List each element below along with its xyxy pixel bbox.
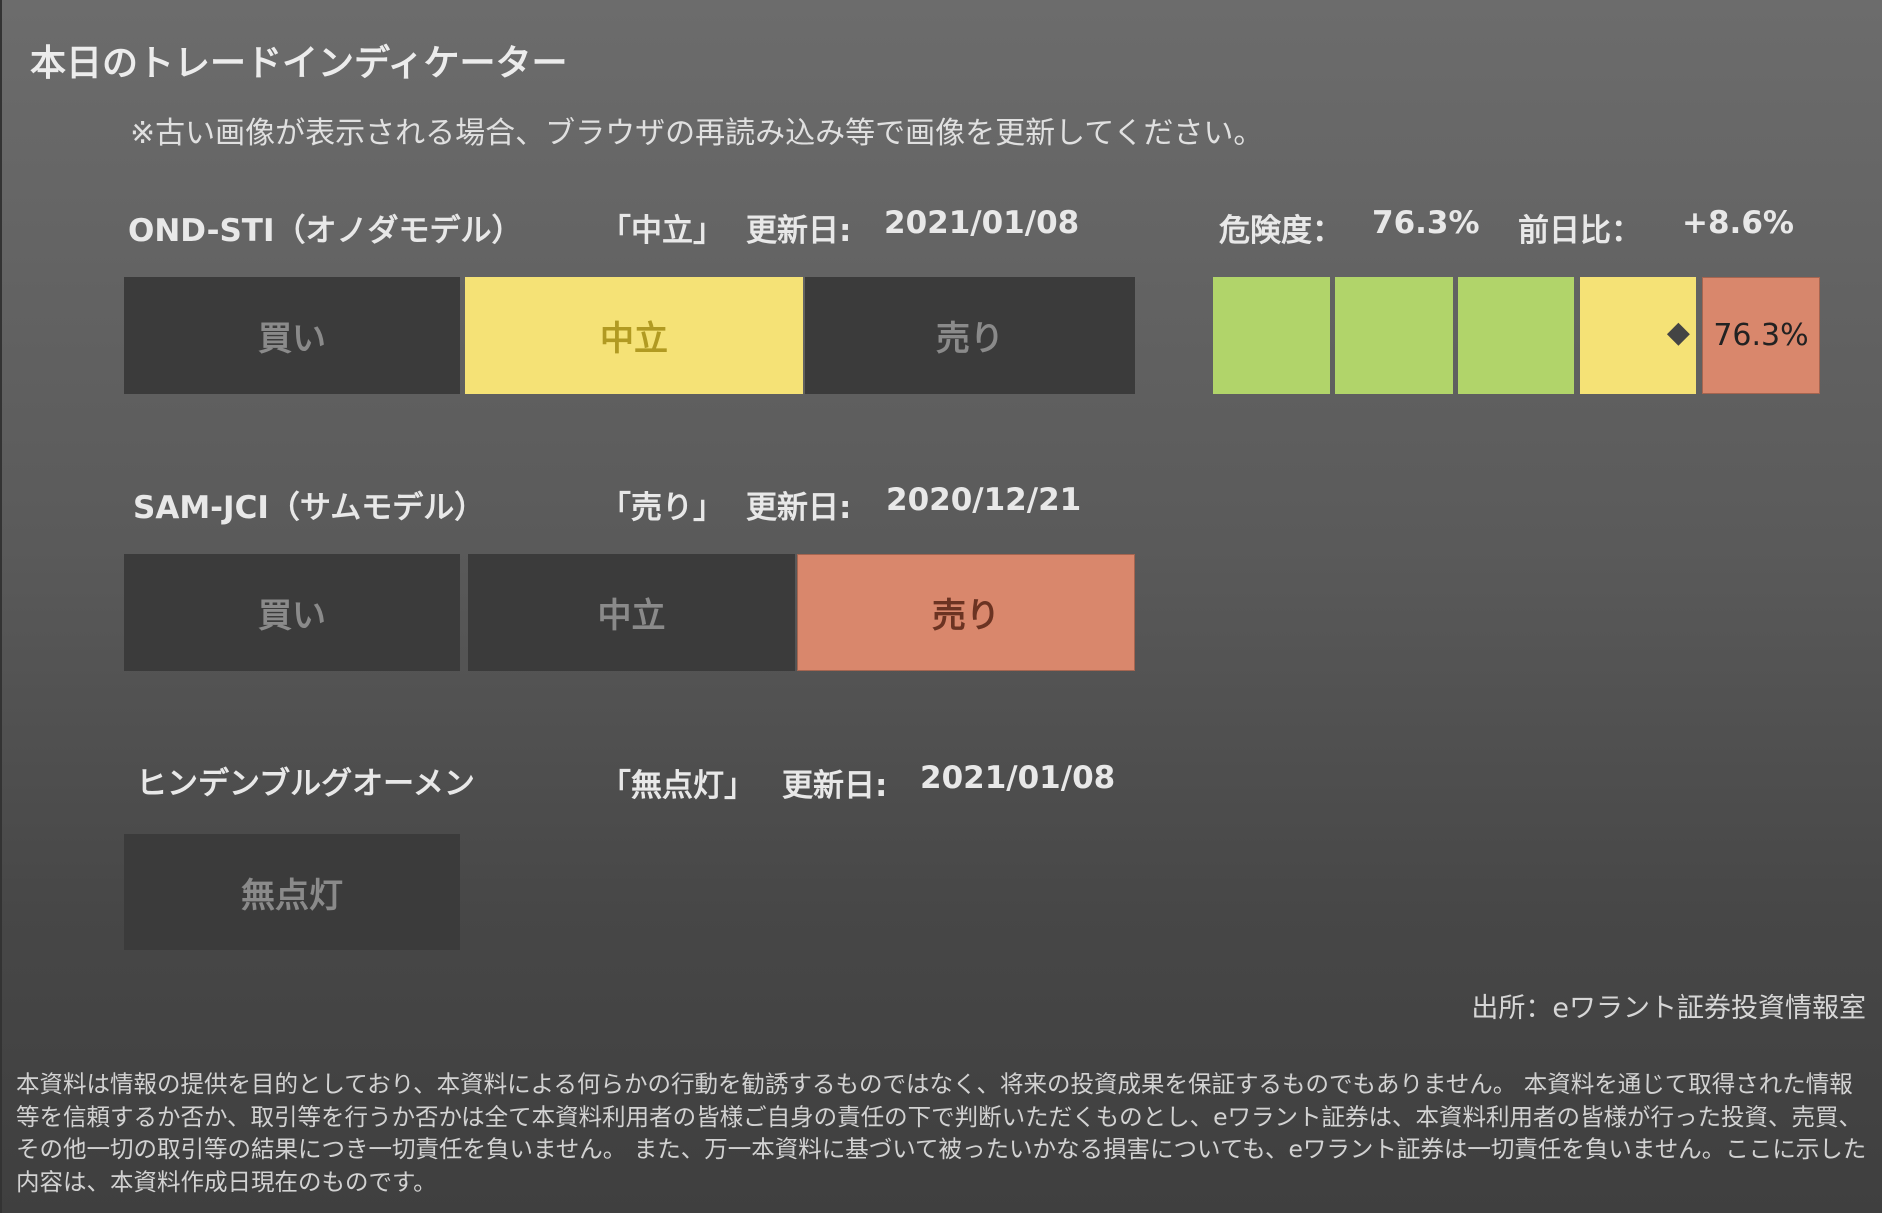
hindenburg-name: ヒンデンブルグオーメン (136, 766, 475, 802)
ond-updated-date: 2021/01/08 (884, 205, 1080, 241)
sam-segment-buy: 買い (124, 554, 460, 671)
change-label: 前日比： (1518, 213, 1642, 249)
risk-level-4: ◆ (1580, 277, 1696, 394)
sam-segment-neutral: 中立 (468, 554, 795, 671)
risk-value: 76.3% (1372, 205, 1480, 241)
refresh-note: ※古い画像が表示される場合、ブラウザの再読み込み等で画像を更新してください。 (130, 116, 1264, 151)
risk-level-1 (1213, 277, 1330, 394)
risk-level-3 (1458, 277, 1574, 394)
risk-level-5: 76.3% (1702, 277, 1820, 394)
ond-segment-neutral-active: 中立 (465, 277, 803, 394)
sam-updated-label: 更新日: (746, 490, 852, 526)
risk-gauge-label: 76.3% (1713, 318, 1809, 353)
sam-updated-date: 2020/12/21 (886, 482, 1082, 518)
diamond-icon: ◆ (1666, 315, 1690, 350)
hindenburg-segment-off: 無点灯 (124, 834, 460, 950)
hindenburg-signal: 「無点灯」 (600, 768, 755, 804)
source-credit: 出所：eワラント証券投資情報室 (1471, 993, 1866, 1024)
disclaimer: 本資料は情報の提供を目的としており、本資料による何らかの行動を勧誘するものではな… (16, 1070, 1867, 1196)
ond-segment-buy: 買い (124, 277, 460, 394)
sam-signal: 「売り」 (600, 490, 724, 526)
ond-updated-label: 更新日: (746, 213, 852, 249)
page-title: 本日のトレードインディケーター (30, 43, 568, 84)
hindenburg-updated-date: 2021/01/08 (920, 760, 1116, 796)
hindenburg-updated-label: 更新日: (782, 768, 888, 804)
sam-model-name: SAM-JCI（サムモデル） (133, 490, 486, 526)
ond-model-name: OND-STI（オノダモデル） (128, 213, 523, 249)
change-value: +8.6% (1682, 205, 1794, 241)
risk-level-2 (1335, 277, 1453, 394)
ond-signal: 「中立」 (600, 213, 724, 249)
risk-label: 危険度： (1219, 213, 1343, 249)
ond-segment-sell: 売り (805, 277, 1135, 394)
sam-segment-sell-active: 売り (797, 554, 1135, 671)
